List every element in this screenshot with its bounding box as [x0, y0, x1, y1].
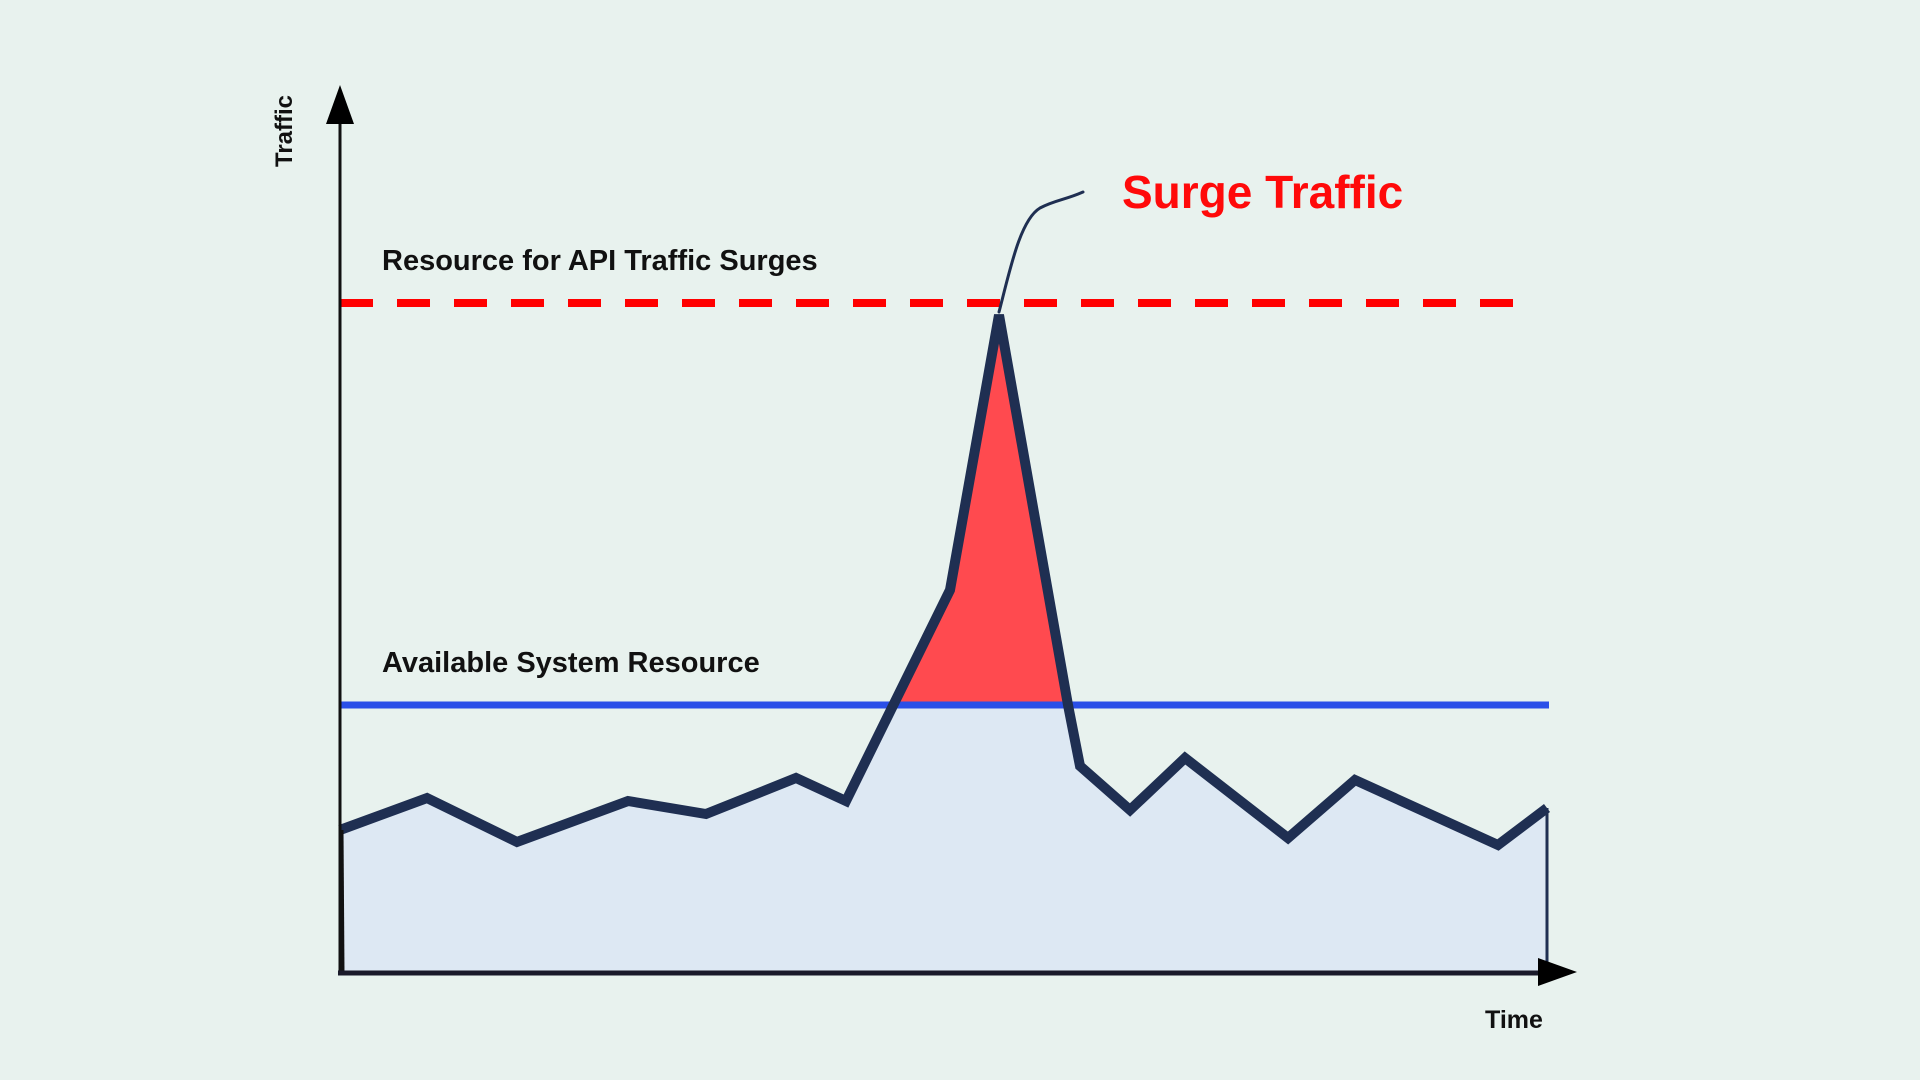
surge-area-fill: [893, 315, 1066, 705]
traffic-line: [338, 314, 1551, 851]
available-resource-label: Available System Resource: [382, 647, 760, 679]
x-axis-arrow-icon: [1538, 958, 1577, 986]
y-axis-arrow-icon: [326, 85, 354, 124]
x-axis-label: Time: [1485, 1006, 1543, 1034]
surge-leader-line: [997, 190, 1085, 314]
y-axis-label: Traffic: [271, 94, 298, 168]
surge-resource-label: Resource for API Traffic Surges: [382, 245, 818, 277]
surge-traffic-annotation: Surge Traffic: [1122, 166, 1404, 218]
